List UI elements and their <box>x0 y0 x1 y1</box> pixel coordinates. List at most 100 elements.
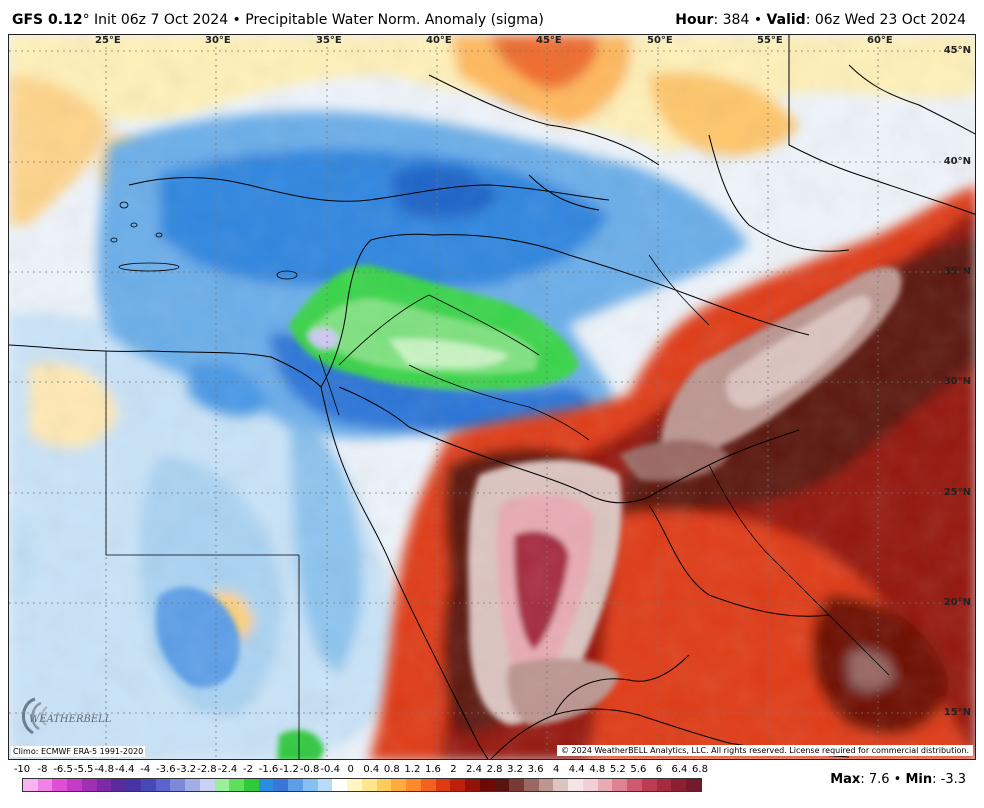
graticule <box>9 35 975 759</box>
colorbar-swatch <box>52 779 68 791</box>
lon-label: 55°E <box>757 35 783 46</box>
colorbar-swatch <box>450 779 466 791</box>
colorbar-label: -2 <box>243 764 253 775</box>
colorbar-swatch <box>199 779 215 791</box>
colorbar-label: 0 <box>347 764 354 775</box>
colorbar-label: 5.6 <box>630 764 647 775</box>
colorbar-swatch <box>494 779 510 791</box>
islands <box>110 201 298 280</box>
colorbar-swatch <box>170 779 186 791</box>
colorbar-label: 6 <box>655 764 663 775</box>
colorbar-label: -4.8 <box>94 764 114 775</box>
colorbar-swatch <box>229 779 245 791</box>
coastlines <box>9 35 975 759</box>
colorbar-label: 6.8 <box>692 764 708 775</box>
colorbar-label: 1.2 <box>404 764 421 775</box>
colorbar-label: 0.4 <box>363 764 380 775</box>
colorbar-swatch <box>376 779 392 791</box>
lat-label: 45°N <box>943 45 971 56</box>
colorbar-swatch <box>627 779 642 791</box>
init-time: Init 06z 7 Oct 2024 <box>94 12 229 28</box>
colorbar <box>22 778 702 792</box>
colorbar-swatch <box>656 779 672 791</box>
colorbar-label: -2.4 <box>217 764 238 775</box>
country-borders <box>105 254 890 759</box>
colorbar-swatch <box>435 779 451 791</box>
colorbar-label: 2.4 <box>466 764 482 775</box>
colorbar-label: -10 <box>13 764 31 775</box>
colorbar-label: 3.6 <box>527 764 544 775</box>
hour-value: 384 <box>722 12 750 28</box>
lat-label: 35°N <box>943 266 971 277</box>
colorbar-swatch <box>37 779 53 791</box>
colorbar-swatch <box>553 779 569 791</box>
colorbar-swatch <box>332 779 348 791</box>
lon-label: 60°E <box>867 35 893 46</box>
colorbar-swatch <box>479 779 495 791</box>
colorbar-label: 4.4 <box>568 764 585 775</box>
colorbar-label: 4 <box>552 764 560 775</box>
colorbar-label: -2.8 <box>197 764 217 775</box>
max-min: Max: 7.6 • Min: -3.3 <box>830 772 966 787</box>
colorbar-swatch <box>391 779 407 791</box>
colorbar-label: 6.4 <box>671 764 688 775</box>
climo-note: Climo: ECMWF ERA-5 1991-2020 <box>11 746 146 757</box>
lat-label: 20°N <box>943 597 971 608</box>
max-value: 7.6 <box>868 772 890 787</box>
colorbar-label: -4.4 <box>114 764 135 775</box>
colorbar-swatch <box>214 779 230 791</box>
product-name: Precipitable Water Norm. Anomaly (sigma) <box>245 12 544 28</box>
colorbar-swatch <box>155 779 171 791</box>
colorbar-label: -0.8 <box>299 764 320 775</box>
colorbar-swatch <box>509 779 524 791</box>
colorbar-label: -5.5 <box>73 764 94 775</box>
lat-label: 15°N <box>943 707 971 718</box>
colorbar-swatch <box>523 779 539 791</box>
colorbar-label: 2 <box>450 764 457 775</box>
colorbar-swatch <box>582 779 598 791</box>
colorbar-swatch <box>465 779 480 791</box>
lon-label: 45°E <box>536 35 562 46</box>
colorbar-swatch <box>111 779 127 791</box>
colorbar-swatch <box>317 779 333 791</box>
colorbar-swatch <box>302 779 318 791</box>
separator: • <box>228 12 246 28</box>
valid-value: 06z Wed 23 Oct 2024 <box>814 12 966 28</box>
colorbar-label: -3.6 <box>156 764 176 775</box>
colorbar-label: -0.4 <box>320 764 340 775</box>
title: GFS 0.12° Init 06z 7 Oct 2024 • Precipit… <box>12 12 544 28</box>
separator: • <box>749 12 767 28</box>
colorbar-swatch <box>671 779 687 791</box>
colorbar-swatch <box>258 779 274 791</box>
lat-label: 25°N <box>943 487 971 498</box>
colorbar-swatch <box>641 779 657 791</box>
colorbar-swatch <box>67 779 82 791</box>
min-value: -3.3 <box>940 772 966 787</box>
colorbar-label: 5.2 <box>609 764 626 775</box>
colorbar-swatch <box>612 779 628 791</box>
valid-info: Hour: 384 • Valid: 06z Wed 23 Oct 2024 <box>675 12 966 28</box>
colorbar-label: 3.2 <box>507 764 524 775</box>
colorbar-swatch <box>406 779 421 791</box>
colorbar-swatch <box>81 779 97 791</box>
model-name: GFS 0.12 <box>12 12 83 28</box>
colorbar-label: -1.6 <box>258 764 279 775</box>
colorbar-swatch <box>244 779 259 791</box>
colorbar-label: 2.8 <box>486 764 503 775</box>
colorbar-swatch <box>568 779 583 791</box>
weatherbell-logo: WEATHERBELL <box>13 695 117 739</box>
colorbar-swatch <box>420 779 436 791</box>
lon-label: 30°E <box>205 35 231 46</box>
lon-label: 40°E <box>426 35 452 46</box>
map-canvas <box>9 35 975 759</box>
hour-label: Hour <box>675 12 714 28</box>
copyright-note: © 2024 WeatherBELL Analytics, LLC. All r… <box>557 745 973 756</box>
colorbar-labels: -10 -8 -6.5 -5.5 -4.8 -4.4 -4 -3.6 -3.2 -2.8 -2.4-… <box>12 764 712 778</box>
colorbar-label: 4.8 <box>589 764 606 775</box>
colorbar-label: -4 <box>140 764 151 775</box>
header: GFS 0.12° Init 06z 7 Oct 2024 • Precipit… <box>0 0 984 34</box>
lon-label: 25°E <box>95 35 121 46</box>
lat-label: 30°N <box>943 376 971 387</box>
colorbar-label: 1.6 <box>424 764 441 775</box>
colorbar-swatch <box>185 779 200 791</box>
